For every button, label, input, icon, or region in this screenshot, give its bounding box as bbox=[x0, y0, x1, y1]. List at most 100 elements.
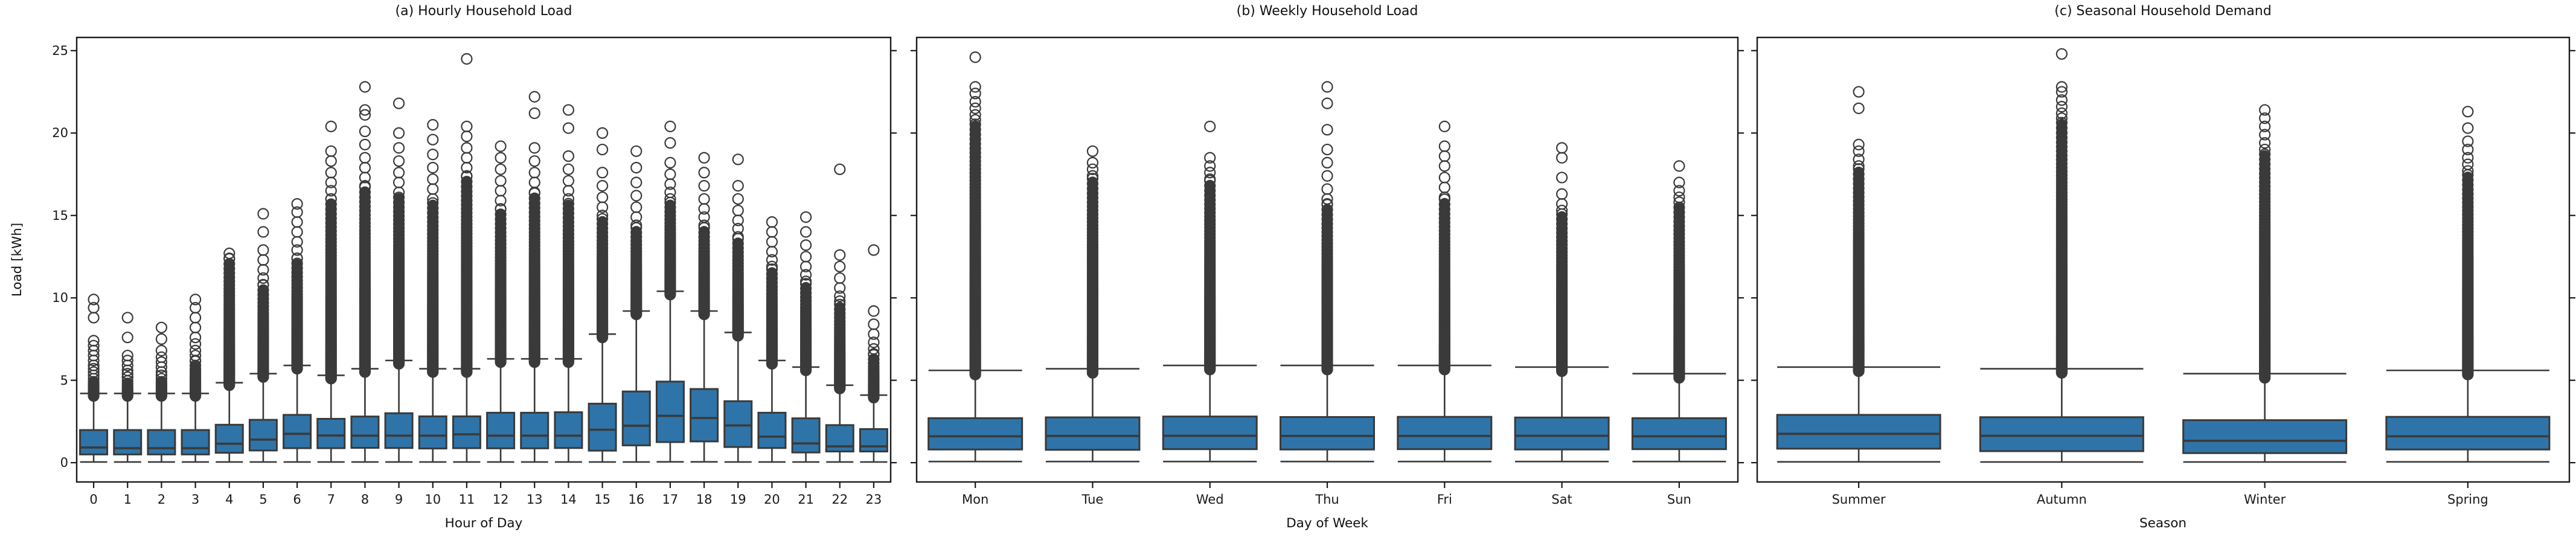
outlier-point bbox=[325, 217, 337, 229]
outlier-point bbox=[461, 237, 473, 249]
outlier-point bbox=[969, 138, 981, 150]
outlier-point bbox=[1086, 208, 1099, 220]
outlier-point bbox=[732, 153, 744, 165]
outlier-point bbox=[664, 205, 676, 218]
box-iqr bbox=[791, 417, 821, 454]
outlier-point bbox=[495, 163, 507, 175]
outlier-point bbox=[1853, 102, 1865, 114]
outlier-point bbox=[698, 152, 710, 164]
outlier-point bbox=[1204, 152, 1216, 164]
outlier-point bbox=[88, 366, 100, 378]
outlier-point bbox=[1321, 213, 1333, 225]
outlier-point bbox=[461, 120, 473, 132]
outlier-point bbox=[359, 244, 371, 256]
outlier-point bbox=[969, 102, 981, 114]
outlier-point bbox=[2462, 174, 2474, 186]
outlier-point bbox=[461, 170, 473, 182]
box-iqr bbox=[1979, 416, 2144, 452]
outlier-point bbox=[1204, 120, 1216, 132]
outlier-point bbox=[325, 167, 337, 179]
outlier-point bbox=[1321, 217, 1333, 230]
box-iqr bbox=[1280, 416, 1375, 451]
outlier-point bbox=[868, 357, 880, 369]
x-tick-label: 20 bbox=[764, 492, 780, 507]
outlier-point bbox=[799, 307, 812, 319]
outlier-point bbox=[868, 348, 880, 360]
x-tick-label: 21 bbox=[798, 492, 814, 507]
outlier-point bbox=[2462, 246, 2474, 258]
outlier-point bbox=[562, 163, 575, 175]
outlier-point bbox=[834, 327, 846, 340]
outlier-point bbox=[969, 114, 981, 126]
outlier-point bbox=[766, 254, 778, 266]
outlier-point bbox=[291, 216, 303, 228]
outlier-point bbox=[1438, 212, 1450, 225]
outlier-point bbox=[2055, 210, 2068, 222]
outlier-point bbox=[1204, 214, 1216, 226]
outlier-point bbox=[1556, 204, 1568, 217]
outlier-point bbox=[1086, 204, 1099, 217]
outlier-point bbox=[732, 246, 744, 258]
outlier-point bbox=[630, 190, 642, 202]
outlier-point bbox=[1438, 216, 1450, 229]
outlier-point bbox=[2462, 201, 2474, 213]
outlier-point bbox=[427, 254, 439, 266]
outlier-point bbox=[1853, 138, 1865, 150]
outlier-point bbox=[189, 332, 202, 344]
outlier-point bbox=[834, 295, 846, 307]
outlier-point bbox=[1556, 142, 1568, 154]
outlier-point bbox=[969, 118, 981, 130]
outlier-point bbox=[562, 193, 575, 205]
outlier-point bbox=[766, 297, 778, 309]
outlier-point bbox=[392, 214, 405, 226]
outlier-point bbox=[189, 312, 202, 324]
outlier-point bbox=[2462, 158, 2474, 170]
box-iqr bbox=[655, 380, 685, 443]
outlier-point bbox=[1438, 181, 1450, 193]
outlier-point bbox=[698, 239, 710, 251]
outlier-point bbox=[1086, 219, 1099, 231]
x-tick-label: Spring bbox=[2447, 492, 2488, 507]
outlier-point bbox=[291, 281, 303, 294]
outlier-point bbox=[664, 210, 676, 222]
outlier-point bbox=[868, 336, 880, 348]
outlier-point bbox=[392, 248, 405, 260]
x-tick-label: Sat bbox=[1551, 492, 1572, 507]
outlier-point bbox=[664, 201, 676, 213]
outlier-point bbox=[732, 250, 744, 262]
outlier-point bbox=[2259, 199, 2271, 211]
outlier-point bbox=[325, 193, 337, 205]
outlier-point bbox=[732, 222, 744, 235]
outlier-point bbox=[359, 241, 371, 253]
outlier-point bbox=[359, 205, 371, 217]
outlier-point bbox=[799, 226, 812, 238]
outlier-point bbox=[2055, 112, 2068, 124]
outlier-point bbox=[766, 268, 778, 280]
outlier-point bbox=[834, 303, 846, 315]
box-iqr bbox=[1162, 416, 1258, 451]
outlier-point bbox=[528, 215, 540, 227]
outlier-point bbox=[1204, 211, 1216, 223]
outlier-point bbox=[1438, 225, 1450, 237]
outlier-point bbox=[596, 143, 609, 156]
outlier-point bbox=[427, 260, 439, 272]
outlier-point bbox=[596, 254, 609, 266]
outlier-point bbox=[121, 371, 133, 383]
box-iqr bbox=[723, 400, 753, 448]
outlier-point bbox=[969, 197, 981, 210]
outlier-point bbox=[1556, 239, 1568, 251]
outlier-point bbox=[1853, 191, 1865, 203]
outlier-point bbox=[155, 369, 168, 382]
outlier-point bbox=[969, 51, 981, 63]
outlier-point bbox=[528, 167, 540, 179]
outlier-point bbox=[732, 269, 744, 281]
outlier-point bbox=[392, 167, 405, 179]
outlier-point bbox=[223, 283, 235, 295]
outlier-point bbox=[596, 257, 609, 269]
outlier-point bbox=[1204, 222, 1216, 234]
outlier-point bbox=[1438, 251, 1450, 263]
outlier-point bbox=[596, 226, 609, 239]
outlier-point bbox=[2055, 117, 2068, 129]
subplot-a-plot bbox=[71, 36, 897, 488]
y-axis-label: Load [kWh] bbox=[10, 222, 25, 297]
